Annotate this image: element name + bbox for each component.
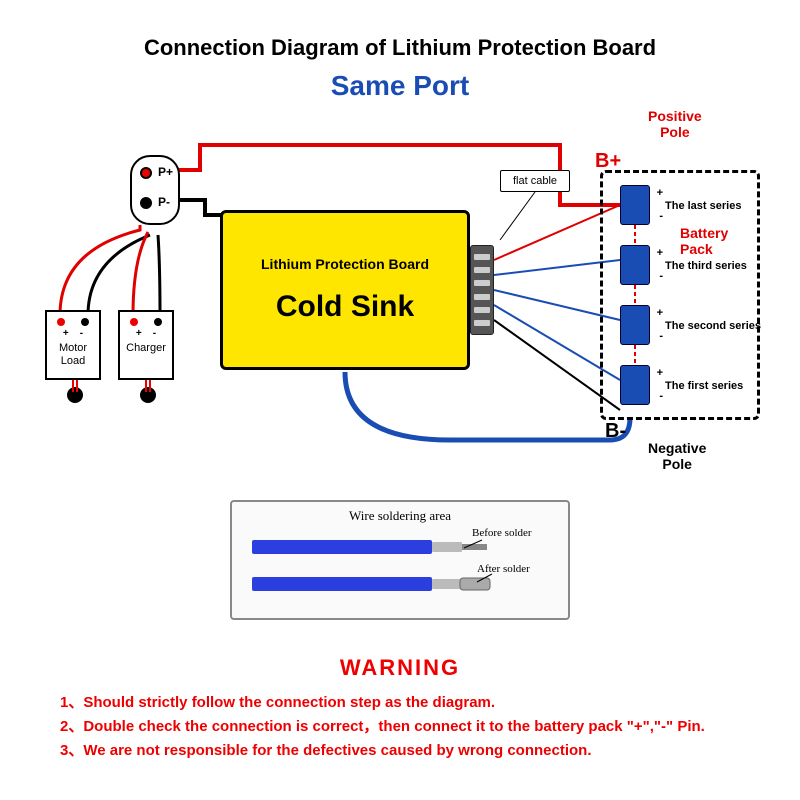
port-p-plus xyxy=(140,167,152,179)
board-big-label: Cold Sink xyxy=(276,290,414,324)
battery-pack-label: Battery Pack xyxy=(680,225,728,257)
cell-label-3: The third series xyxy=(665,260,747,272)
port-box: P+ P- xyxy=(130,155,180,225)
b-plus-label: B+ xyxy=(595,150,621,173)
battery-cell-4: +- xyxy=(620,185,650,225)
warning-line-3: 3、We are not responsible for the defecti… xyxy=(60,739,740,763)
battery-cell-1: +- xyxy=(620,365,650,405)
protection-board: Lithium Protection Board Cold Sink xyxy=(220,210,470,370)
positive-pole-label: Positive Pole xyxy=(648,108,702,140)
motor-load-box: + - Motor Load xyxy=(45,310,101,380)
warning-line-1: 1、Should strictly follow the connection … xyxy=(60,691,740,715)
port-p-plus-label: P+ xyxy=(158,165,173,179)
svg-text:Before solder: Before solder xyxy=(472,527,532,539)
battery-cell-3: +- xyxy=(620,245,650,285)
charger-box: + - Charger xyxy=(118,310,174,380)
cell-label-1: The first series xyxy=(665,380,743,392)
cell-label-2: The second series xyxy=(665,320,761,332)
svg-text:After solder: After solder xyxy=(477,563,530,575)
port-p-minus xyxy=(140,197,152,209)
warning-line-2: 2、Double check the connection is correct… xyxy=(60,715,740,739)
wire-soldering-area: Wire soldering area Before solder After … xyxy=(230,500,570,620)
warning-section: WARNING 1、Should strictly follow the con… xyxy=(60,650,740,763)
negative-pole-label: Negative Pole xyxy=(648,440,706,472)
warning-heading: WARNING xyxy=(60,650,740,685)
board-label: Lithium Protection Board xyxy=(261,256,429,272)
charger-label: Charger xyxy=(126,342,166,354)
cell-label-4: The last series xyxy=(665,200,741,212)
motor-load-label: Motor Load xyxy=(59,342,87,367)
battery-cell-2: +- xyxy=(620,305,650,345)
flat-cable-connector xyxy=(470,245,494,335)
flat-cable-label: flat cable xyxy=(500,170,570,192)
port-p-minus-label: P- xyxy=(158,195,170,209)
diagram-canvas: Connection Diagram of Lithium Protection… xyxy=(0,0,800,800)
b-minus-label: B- xyxy=(605,420,626,443)
